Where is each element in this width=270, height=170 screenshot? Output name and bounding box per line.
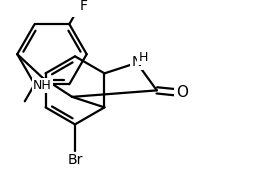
Text: H: H bbox=[139, 51, 148, 64]
Text: N: N bbox=[132, 55, 142, 69]
Text: NH: NH bbox=[33, 79, 52, 92]
Text: O: O bbox=[176, 85, 188, 100]
Text: F: F bbox=[80, 0, 88, 13]
Text: Br: Br bbox=[67, 153, 83, 167]
